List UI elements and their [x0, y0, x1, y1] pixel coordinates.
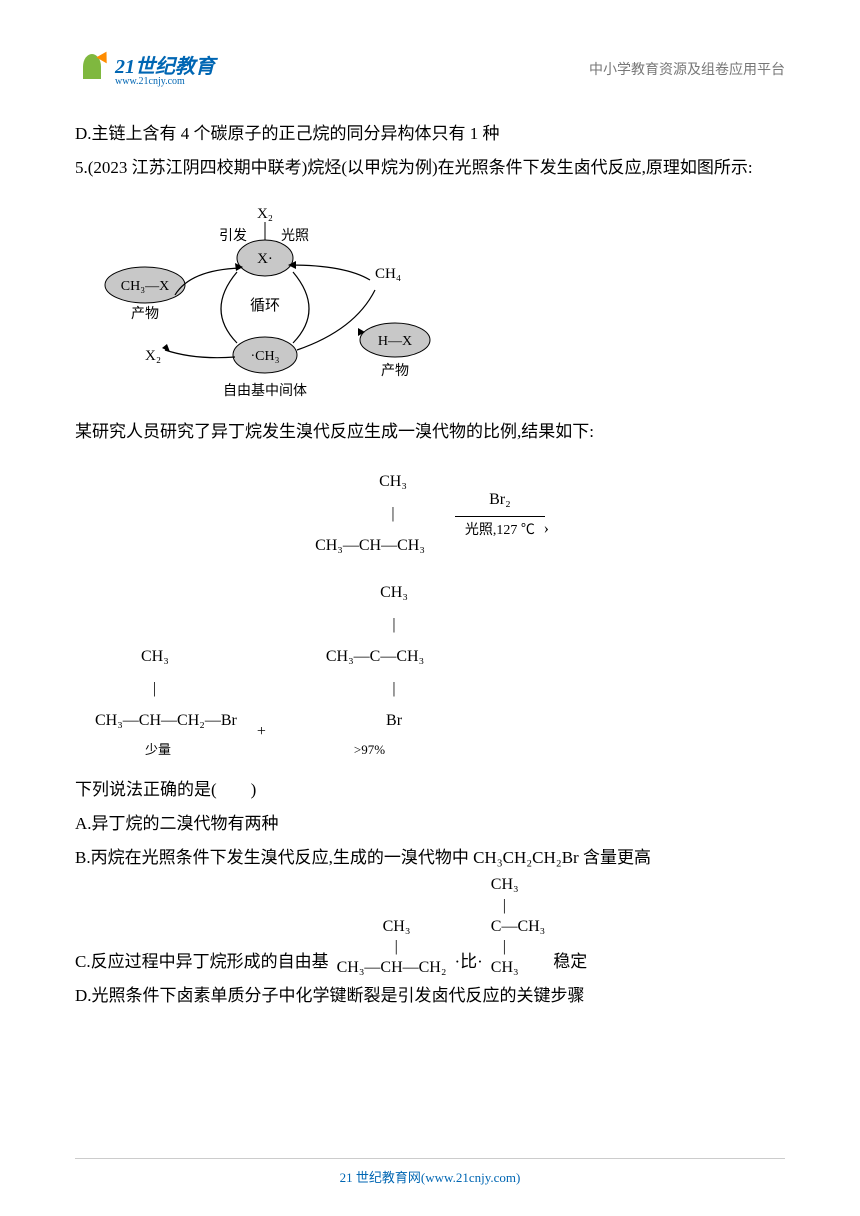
r2-ch3: CH₃ — [491, 875, 545, 896]
label-ch3x: CH₃—X — [121, 279, 169, 294]
label-product1: 产物 — [131, 306, 159, 322]
page-footer: 21 世纪教育网(www.21cnjy.com) — [75, 1158, 785, 1186]
c-plus: + — [257, 716, 266, 763]
label-hx: H—X — [378, 334, 412, 349]
c2-ch3: CH₃ — [95, 641, 237, 673]
c1-ch3: CH₃ — [315, 466, 425, 498]
option-d-prev: D.主链上含有 4 个碳原子的正己烷的同分异构体只有 1 种 — [75, 117, 785, 151]
label-ch4: CH₄ — [375, 266, 401, 282]
mechanism-diagram: X₂ 引发 光照 X· CH₃—X 产物 CH₄ 循环 ·CH₃ H—X 产物 … — [75, 200, 785, 400]
c1-main: CH₃—CH—CH₃ — [315, 530, 425, 562]
option-d: D.光照条件下卤素单质分子中化学键断裂是引发卤代反应的关键步骤 — [75, 979, 785, 1013]
opt-c-text2: ·比· — [454, 945, 482, 979]
r2-l2: C—CH₃ — [491, 917, 545, 938]
r2-l3: CH₃ — [491, 958, 545, 979]
r1-ch3: CH₃ — [337, 917, 447, 938]
page-header: 21世纪教育 www.21cnjy.com 中小学教育资源及组卷应用平台 — [75, 50, 785, 87]
q5-intro: 5.(2023 江苏江阴四校期中联考)烷烃(以甲烷为例)在光照条件下发生卤代反应… — [75, 151, 785, 185]
c2-main: CH₃—CH—CH₂—Br — [95, 705, 237, 737]
c2-minor: 少量 — [95, 737, 237, 763]
c3-major: >97% — [326, 737, 424, 763]
c1-br2: Br₂ — [455, 484, 545, 516]
chem-products: CH₃ | CH₃—CH—CH₂—Br 少量 + CH₃ | CH₃—C—CH₃… — [95, 577, 785, 763]
label-yinfa: 引发 — [219, 228, 247, 244]
label-x2-left: X₂ — [145, 348, 161, 364]
logo-text-main: 21世纪教育 — [115, 50, 215, 79]
q5-mid: 某研究人员研究了异丁烷发生溴代反应生成一溴代物的比例,结果如下: — [75, 415, 785, 449]
label-x-radical: X· — [257, 251, 273, 267]
logo: 21世纪教育 www.21cnjy.com — [75, 50, 215, 87]
header-subtitle: 中小学教育资源及组卷应用平台 — [589, 59, 785, 79]
logo-icon — [75, 51, 110, 86]
label-cycle: 循环 — [250, 297, 280, 314]
option-c: C.反应过程中异丁烷形成的自由基 CH₃ | CH₃—CH—CH₂ ·比· CH… — [75, 875, 785, 979]
label-x2: X₂ — [257, 206, 273, 222]
label-ch3-radical: ·CH₃ — [251, 349, 280, 364]
label-free-radical: 自由基中间体 — [223, 382, 307, 399]
footer-text: 21 世纪教育网(www.21cnjy.com) — [340, 1170, 521, 1185]
option-a: A.异丁烷的二溴代物有两种 — [75, 807, 785, 841]
content-body: D.主链上含有 4 个碳原子的正己烷的同分异构体只有 1 种 5.(2023 江… — [75, 117, 785, 1013]
option-b: B.丙烷在光照条件下发生溴代反应,生成的一溴代物中 CH₃CH₂CH₂Br 含量… — [75, 841, 785, 875]
c3-main: CH₃—C—CH₃ — [326, 641, 424, 673]
label-product2: 产物 — [381, 363, 409, 379]
opt-c-text1: C.反应过程中异丁烷形成的自由基 — [75, 945, 329, 979]
label-light: 光照 — [281, 228, 309, 244]
c3-br: Br — [326, 705, 424, 737]
c1-cond: 光照,127 ℃ — [455, 517, 545, 545]
c3-ch3: CH₃ — [326, 577, 424, 609]
opt-c-text3: 稳定 — [553, 945, 587, 979]
chem-equation-1: CH₃ | CH₃—CH—CH₃ Br₂ › 光照,127 ℃ — [75, 464, 785, 562]
q5-question: 下列说法正确的是( ) — [75, 773, 785, 807]
r1-main: CH₃—CH—CH₂ — [337, 958, 447, 979]
